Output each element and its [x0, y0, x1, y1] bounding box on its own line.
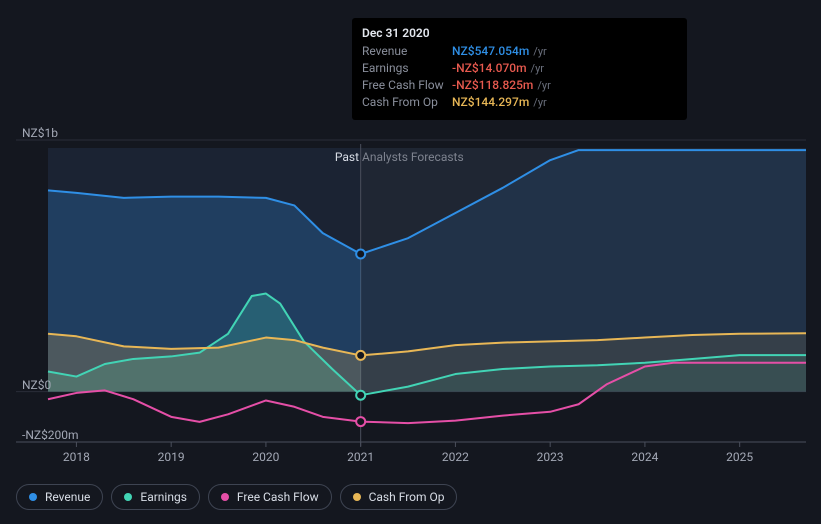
legend-item-label: Revenue — [45, 490, 90, 504]
tooltip-row-suffix: /yr — [531, 62, 544, 75]
tooltip-row-label: Revenue — [362, 44, 452, 58]
past-label: Past — [335, 150, 359, 164]
legend-dot-icon — [353, 493, 361, 501]
legend-item-earnings[interactable]: Earnings — [111, 484, 200, 510]
tooltip-row: Cash From OpNZ$144.297m/yr — [362, 95, 677, 112]
tooltip-row-label: Earnings — [362, 61, 452, 75]
tooltip-row: Earnings-NZ$14.070m/yr — [362, 61, 677, 78]
tooltip-row-suffix: /yr — [533, 45, 546, 58]
legend-item-label: Earnings — [140, 490, 187, 504]
tooltip-row-value: -NZ$14.070m — [452, 61, 527, 75]
legend-item-cashfromop[interactable]: Cash From Op — [340, 484, 458, 510]
legend-dot-icon — [124, 493, 132, 501]
y-axis-tick-label: NZ$0 — [22, 378, 51, 392]
tooltip-title: Dec 31 2020 — [362, 26, 677, 40]
y-axis-tick-label: -NZ$200m — [22, 428, 79, 442]
tooltip-row-value: NZ$547.054m — [452, 44, 529, 58]
chart-legend: Revenue Earnings Free Cash Flow Cash From O… — [16, 484, 457, 510]
financials-chart: Past Analysts Forecasts -NZ$200m NZ$0 NZ$1… — [0, 0, 821, 524]
tooltip-row-label: Free Cash Flow — [362, 78, 452, 92]
y-axis-tick-label: NZ$1b — [22, 126, 58, 140]
x-axis-tick-label: 2022 — [442, 450, 469, 464]
x-axis-tick-label: 2021 — [347, 450, 374, 464]
legend-item-label: Free Cash Flow — [237, 490, 319, 504]
legend-dot-icon — [29, 493, 37, 501]
x-axis-tick-label: 2020 — [252, 450, 279, 464]
tooltip-row-suffix: /yr — [537, 79, 550, 92]
tooltip-row-value: -NZ$118.825m — [452, 78, 533, 92]
legend-dot-icon — [221, 493, 229, 501]
tooltip-row-value: NZ$144.297m — [452, 95, 529, 109]
tooltip-row: Free Cash Flow-NZ$118.825m/yr — [362, 78, 677, 95]
x-axis-tick-label: 2023 — [537, 450, 564, 464]
tooltip-row-label: Cash From Op — [362, 95, 452, 109]
legend-item-label: Cash From Op — [369, 490, 445, 504]
forecast-label: Analysts Forecasts — [362, 150, 464, 164]
legend-item-freecashflow[interactable]: Free Cash Flow — [208, 484, 332, 510]
x-axis-tick-label: 2024 — [631, 450, 658, 464]
tooltip-row: RevenueNZ$547.054m/yr — [362, 44, 677, 61]
x-axis-tick-label: 2018 — [63, 450, 90, 464]
x-axis-tick-label: 2025 — [726, 450, 753, 464]
x-axis-tick-label: 2019 — [158, 450, 185, 464]
legend-item-revenue[interactable]: Revenue — [16, 484, 103, 510]
chart-tooltip: Dec 31 2020 RevenueNZ$547.054m/yrEarning… — [352, 18, 687, 120]
tooltip-row-suffix: /yr — [533, 96, 546, 109]
